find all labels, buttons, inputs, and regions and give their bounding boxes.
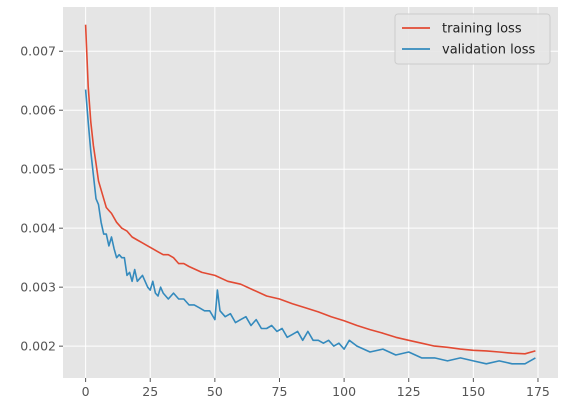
x-axis: 0 25 50 75 100 125 150 175	[82, 378, 550, 399]
x-tick-label: 175	[526, 384, 550, 399]
y-tick-label: 0.007	[20, 44, 56, 59]
x-tick-label: 0	[82, 384, 90, 399]
x-tick-label: 125	[397, 384, 421, 399]
x-tick-label: 25	[142, 384, 158, 399]
y-tick-label: 0.003	[20, 280, 56, 295]
y-axis: 0.002 0.003 0.004 0.005 0.006 0.007	[20, 44, 63, 354]
x-tick-label: 50	[207, 384, 223, 399]
y-tick-label: 0.002	[20, 339, 56, 354]
grid	[63, 7, 558, 378]
x-tick-label: 75	[272, 384, 288, 399]
legend-label: validation loss	[442, 43, 535, 58]
legend: training loss validation loss	[394, 13, 551, 65]
y-tick-label: 0.005	[20, 162, 56, 177]
plot-area	[63, 7, 558, 378]
y-tick-label: 0.004	[20, 221, 56, 236]
legend-label: training loss	[442, 22, 522, 37]
series-line-validation-loss	[84, 89, 536, 365]
legend-box	[394, 13, 551, 65]
x-tick-label: 100	[332, 384, 356, 399]
series-line-training-loss	[84, 24, 536, 355]
x-tick-label: 150	[461, 384, 485, 399]
series-group	[84, 24, 536, 365]
y-tick-label: 0.006	[20, 103, 56, 118]
